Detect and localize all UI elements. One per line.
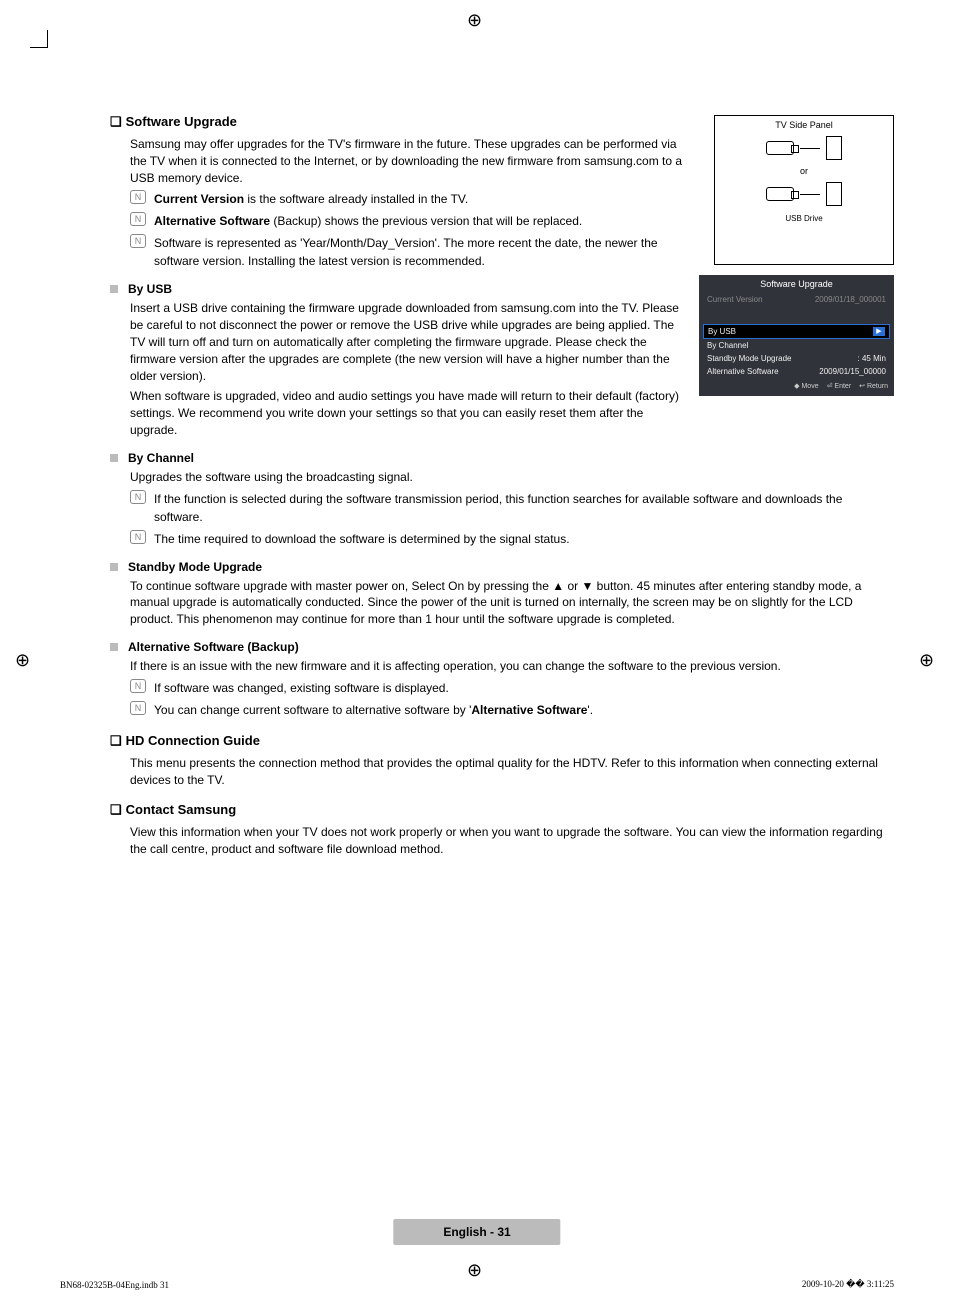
square-bullet-icon bbox=[110, 285, 118, 293]
by-channel-note-2: NThe time required to download the softw… bbox=[130, 530, 894, 548]
side-panel-title: TV Side Panel bbox=[715, 120, 893, 130]
standby-p1: To continue software upgrade with master… bbox=[130, 578, 894, 628]
osd-label: Alternative Software bbox=[707, 367, 779, 376]
registration-mark-right bbox=[919, 650, 939, 670]
heading-by-channel: By Channel bbox=[110, 451, 894, 465]
note-version-format: NSoftware is represented as 'Year/Month/… bbox=[130, 234, 684, 270]
usb-plug-icon bbox=[766, 187, 794, 201]
osd-value: 2009/01/15_00000 bbox=[819, 367, 886, 376]
page-content: ❏ Software Upgrade Samsung may offer upg… bbox=[110, 100, 894, 1255]
by-usb-p1: Insert a USB drive containing the firmwa… bbox=[130, 300, 684, 384]
by-channel-notes: NIf the function is selected during the … bbox=[130, 490, 894, 548]
osd-row-current-version: Current Version 2009/01/18_000001 bbox=[699, 293, 894, 306]
osd-spacer bbox=[699, 306, 894, 324]
note-icon: N bbox=[130, 190, 146, 204]
alt-software-notes: NIf software was changed, existing softw… bbox=[130, 679, 894, 719]
by-channel-note-1: NIf the function is selected during the … bbox=[130, 490, 894, 526]
connection-line-icon bbox=[800, 148, 820, 149]
arrow-right-icon: ▶ bbox=[873, 327, 885, 336]
osd-label: By Channel bbox=[707, 341, 748, 350]
registration-mark-top bbox=[467, 10, 487, 30]
osd-hint-enter: ⏎ Enter bbox=[827, 382, 852, 390]
osd-hint-return: ↩ Return bbox=[859, 382, 888, 390]
osd-title: Software Upgrade bbox=[699, 275, 894, 293]
heading-standby: Standby Mode Upgrade bbox=[110, 560, 894, 574]
crop-mark-tl bbox=[30, 30, 48, 48]
alt-software-note-1: NIf software was changed, existing softw… bbox=[130, 679, 894, 697]
contact-p1: View this information when your TV does … bbox=[130, 824, 894, 858]
osd-hint-move: ◆ Move bbox=[794, 382, 818, 390]
osd-value: : 45 Min bbox=[858, 354, 886, 363]
software-upgrade-intro: Samsung may offer upgrades for the TV's … bbox=[130, 136, 684, 186]
usb-drive-label: USB Drive bbox=[715, 214, 893, 223]
footer-timestamp: 2009-10-20 �� 3:11:25 bbox=[802, 1279, 894, 1290]
osd-row-by-channel[interactable]: By Channel bbox=[699, 339, 894, 352]
osd-footer: ◆ Move ⏎ Enter ↩ Return bbox=[699, 378, 894, 396]
or-label: or bbox=[715, 166, 893, 176]
heading-alt-software: Alternative Software (Backup) bbox=[110, 640, 894, 654]
registration-mark-left bbox=[15, 650, 35, 670]
enter-icon: ⏎ bbox=[827, 383, 833, 390]
note-icon: N bbox=[130, 490, 146, 504]
move-icon: ◆ bbox=[794, 383, 799, 390]
square-bullet-icon bbox=[110, 563, 118, 571]
page-number-pill: English - 31 bbox=[393, 1219, 560, 1245]
section-bullet-icon: ❏ bbox=[110, 733, 122, 749]
section-bullet-icon: ❏ bbox=[110, 802, 122, 818]
note-current-version: NCurrent Version is the software already… bbox=[130, 190, 684, 208]
registration-mark-bottom bbox=[467, 1260, 487, 1280]
osd-label: Current Version bbox=[707, 295, 763, 304]
osd-software-upgrade-menu: Software Upgrade Current Version 2009/01… bbox=[699, 275, 894, 396]
note-icon: N bbox=[130, 234, 146, 248]
heading-text: HD Connection Guide bbox=[126, 733, 260, 748]
heading-hd-guide: ❏ HD Connection Guide bbox=[110, 733, 894, 749]
square-bullet-icon bbox=[110, 643, 118, 651]
note-alt-software: NAlternative Software (Backup) shows the… bbox=[130, 212, 684, 230]
section-bullet-icon: ❏ bbox=[110, 114, 122, 130]
alt-software-p1: If there is an issue with the new firmwa… bbox=[130, 658, 894, 675]
osd-label: Standby Mode Upgrade bbox=[707, 354, 792, 363]
note-icon: N bbox=[130, 679, 146, 693]
usb-port-icon bbox=[826, 182, 842, 206]
panel-row-2 bbox=[715, 182, 893, 206]
software-upgrade-notes: NCurrent Version is the software already… bbox=[130, 190, 684, 270]
connection-line-icon bbox=[800, 194, 820, 195]
osd-value: 2009/01/18_000001 bbox=[815, 295, 886, 304]
panel-row-1 bbox=[715, 136, 893, 160]
heading-text: Contact Samsung bbox=[126, 802, 237, 817]
usb-port-icon bbox=[826, 136, 842, 160]
alt-software-note-2: NYou can change current software to alte… bbox=[130, 701, 894, 719]
osd-row-standby[interactable]: Standby Mode Upgrade : 45 Min bbox=[699, 352, 894, 365]
note-icon: N bbox=[130, 530, 146, 544]
osd-label: By USB bbox=[708, 327, 736, 336]
by-channel-p1: Upgrades the software using the broadcas… bbox=[130, 469, 894, 486]
return-icon: ↩ bbox=[859, 383, 865, 390]
note-icon: N bbox=[130, 701, 146, 715]
footer-filename: BN68-02325B-04Eng.indb 31 bbox=[60, 1280, 169, 1290]
heading-contact-samsung: ❏ Contact Samsung bbox=[110, 802, 894, 818]
by-usb-p2: When software is upgraded, video and aud… bbox=[130, 388, 684, 438]
square-bullet-icon bbox=[110, 454, 118, 462]
hd-guide-p1: This menu presents the connection method… bbox=[130, 755, 894, 789]
osd-row-by-usb[interactable]: By USB ▶ bbox=[703, 324, 890, 339]
osd-row-alt-software[interactable]: Alternative Software 2009/01/15_00000 bbox=[699, 365, 894, 378]
heading-text: Software Upgrade bbox=[126, 114, 237, 129]
tv-side-panel-illustration: TV Side Panel or USB Drive bbox=[714, 115, 894, 265]
usb-plug-icon bbox=[766, 141, 794, 155]
note-icon: N bbox=[130, 212, 146, 226]
